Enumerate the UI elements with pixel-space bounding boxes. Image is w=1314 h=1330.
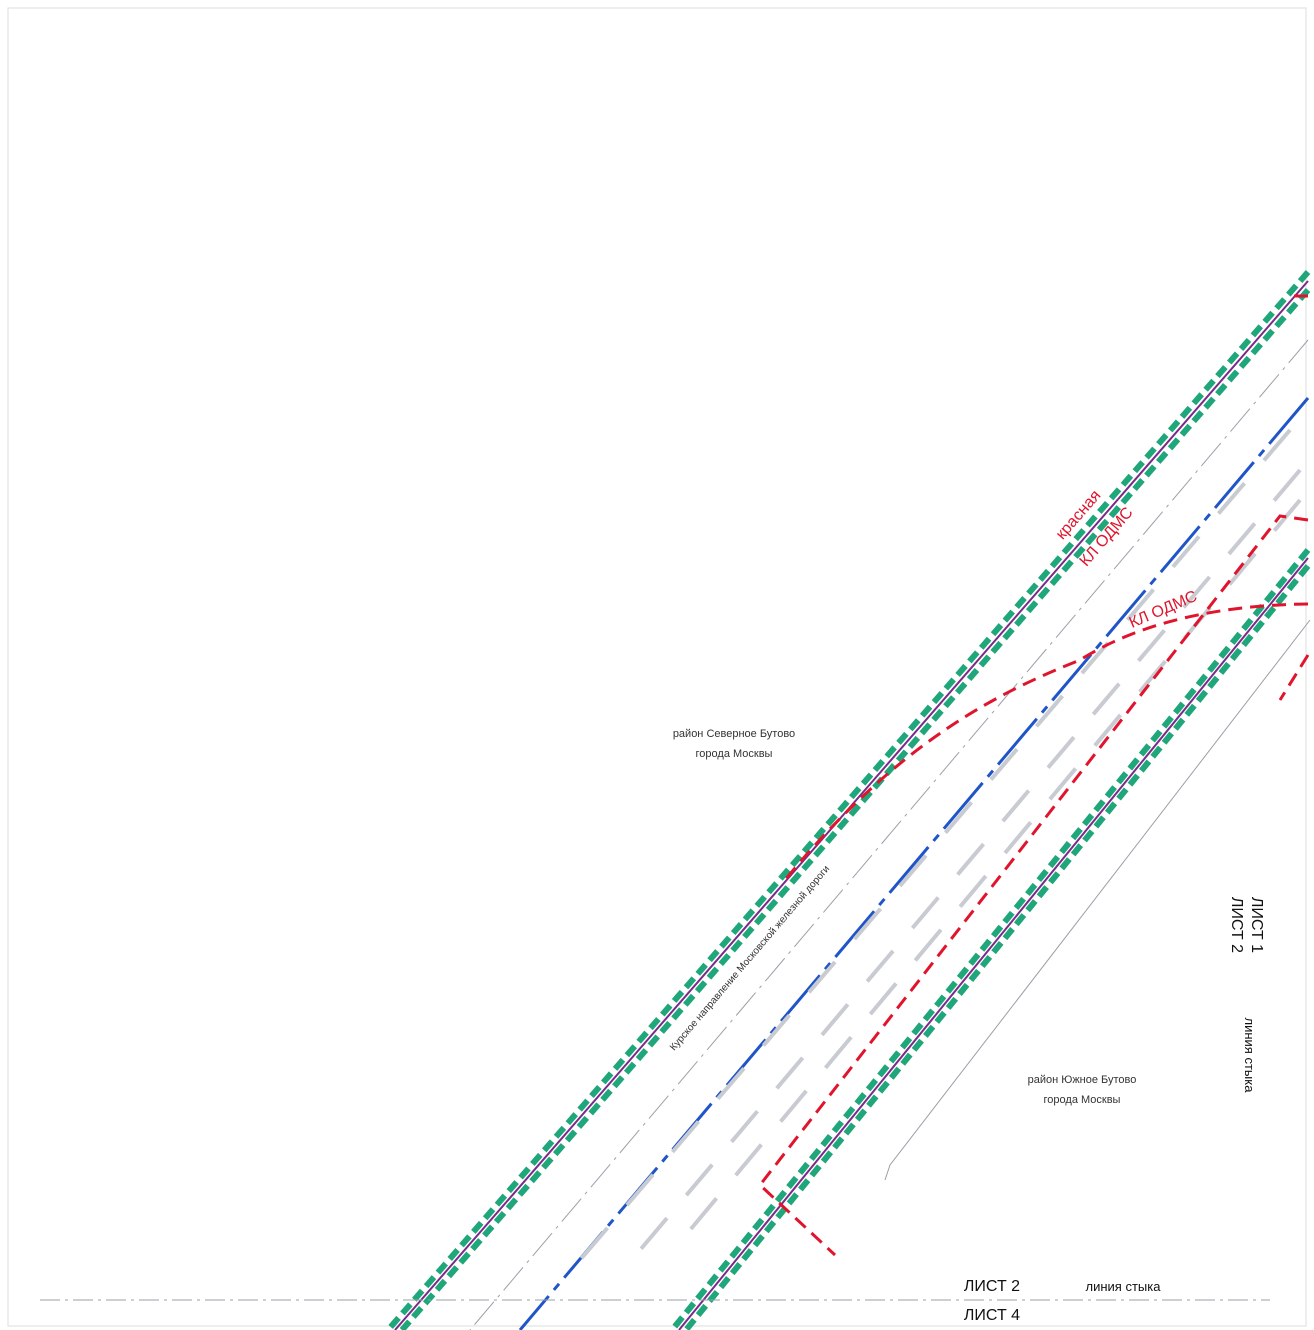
district-south-name: район Южное Бутово (1028, 1074, 1137, 1086)
page-frame (7, 7, 1307, 1327)
sheet-bottom-joint: линия стыка (1086, 1279, 1162, 1294)
district-north-name: район Северное Бутово (673, 728, 795, 740)
cable-lines (757, 294, 1310, 1257)
district-north-city: города Москвы (696, 748, 773, 760)
sheet-right-a: ЛИСТ 1 (1248, 897, 1265, 953)
platform-outline (884, 619, 1311, 1181)
track-lines (578, 428, 1302, 1262)
right-of-way-line (469, 339, 1309, 1330)
district-south-city: города Москвы (1044, 1094, 1121, 1106)
railway-name: Курское направление Московской железной … (668, 864, 832, 1053)
sheet-bottom-a: ЛИСТ 2 (964, 1278, 1020, 1295)
sheet-bottom-b: ЛИСТ 4 (964, 1307, 1020, 1324)
sheet-right-joint: линия стыка (1242, 1018, 1257, 1094)
lower-corridor-boundary (669, 548, 1311, 1330)
sheet-right-b: ЛИСТ 2 (1228, 897, 1245, 953)
